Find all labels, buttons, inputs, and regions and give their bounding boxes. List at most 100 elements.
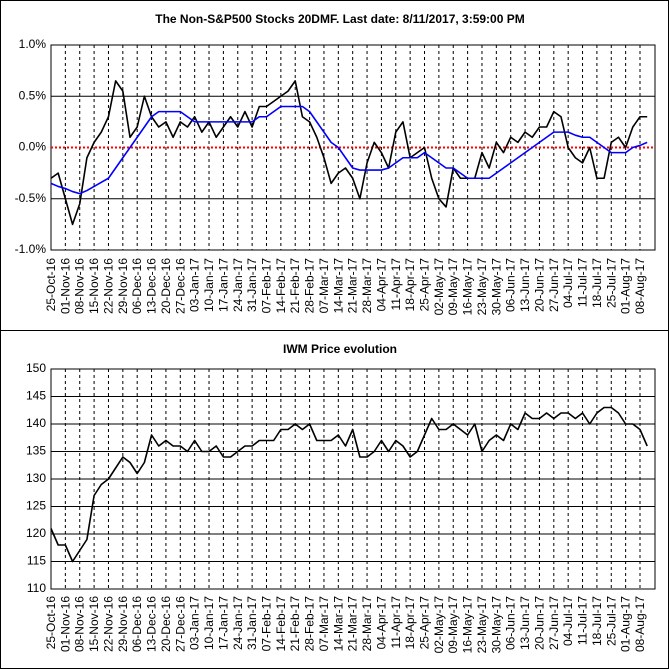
x-tick-label: 14-Feb-17 (274, 258, 288, 314)
y-tick-label: 150 (26, 361, 46, 375)
x-tick-label: 03-Jan-17 (188, 596, 202, 650)
x-tick-label: 02-May-17 (432, 258, 446, 316)
x-tick-label: 20-Jun-17 (532, 596, 546, 650)
x-tick-label: 18-Jul-17 (590, 596, 604, 646)
x-tick-label: 25-Jul-17 (604, 596, 618, 646)
x-tick-label: 23-May-17 (475, 258, 489, 316)
x-tick-label: 25-Apr-17 (418, 596, 432, 650)
x-tick-label: 22-Nov-16 (101, 596, 115, 652)
y-tick-label: 120 (26, 526, 46, 540)
x-tick-label: 01-Nov-16 (58, 258, 72, 314)
x-tick-label: 06-Jun-17 (504, 596, 518, 650)
x-tick-label: 07-Mar-17 (317, 258, 331, 314)
chart-title: The Non-S&P500 Stocks 20DMF. Last date: … (155, 12, 524, 26)
x-tick-label: 14-Mar-17 (331, 596, 345, 652)
y-tick-label: 145 (26, 389, 46, 403)
y-tick-label: 125 (26, 499, 46, 513)
x-tick-label: 08-Nov-16 (73, 258, 87, 314)
x-tick-label: 30-May-17 (489, 596, 503, 654)
x-tick-label: 17-Jan-17 (216, 596, 230, 650)
x-tick-label: 15-Nov-16 (87, 258, 101, 314)
x-tick-label: 08-Aug-17 (633, 596, 647, 652)
x-tick-label: 16-May-17 (461, 258, 475, 316)
x-tick-label: 20-Dec-16 (159, 596, 173, 652)
x-tick-label: 30-May-17 (489, 258, 503, 316)
x-tick-label: 01-Aug-17 (619, 596, 633, 652)
y-tick-label: 1.0% (19, 37, 47, 51)
x-tick-label: 06-Dec-16 (130, 596, 144, 652)
x-tick-label: 16-May-17 (461, 596, 475, 654)
x-tick-label: 06-Jun-17 (504, 258, 518, 312)
x-tick-label: 23-May-17 (475, 596, 489, 654)
x-tick-label: 02-May-17 (432, 596, 446, 654)
x-tick-label: 01-Nov-16 (58, 596, 72, 652)
x-tick-label: 28-Feb-17 (303, 258, 317, 314)
x-tick-label: 27-Jun-17 (547, 258, 561, 312)
x-tick-label: 24-Jan-17 (231, 596, 245, 650)
x-tick-label: 31-Jan-17 (245, 596, 259, 650)
x-tick-label: 04-Apr-17 (374, 258, 388, 312)
x-tick-label: 20-Dec-16 (159, 258, 173, 314)
y-tick-label: 130 (26, 471, 46, 485)
x-tick-label: 13-Jun-17 (518, 596, 532, 650)
x-tick-label: 11-Apr-17 (389, 258, 403, 311)
x-tick-label: 07-Feb-17 (259, 258, 273, 314)
chart-title: IWM Price evolution (283, 342, 397, 356)
x-tick-label: 25-Apr-17 (418, 258, 432, 312)
x-tick-label: 08-Nov-16 (73, 596, 87, 652)
x-tick-label: 27-Dec-16 (173, 596, 187, 652)
x-tick-label: 11-Jul-17 (576, 596, 590, 645)
data-line (50, 105, 648, 195)
x-tick-label: 07-Mar-17 (317, 596, 331, 652)
y-tick-label: 135 (26, 444, 46, 458)
y-tick-label: 110 (27, 581, 46, 595)
x-tick-label: 13-Jun-17 (518, 258, 532, 312)
data-line (50, 80, 648, 226)
x-tick-label: 11-Jul-17 (576, 258, 590, 307)
x-tick-label: 06-Dec-16 (130, 258, 144, 314)
x-tick-label: 07-Feb-17 (259, 596, 273, 652)
data-line (50, 406, 648, 563)
y-tick-label: -1.0% (15, 242, 47, 256)
x-tick-label: 21-Mar-17 (346, 596, 360, 652)
x-tick-label: 09-May-17 (446, 596, 460, 654)
y-tick-label: 115 (27, 554, 46, 568)
x-tick-label: 18-Apr-17 (403, 596, 417, 650)
x-tick-label: 31-Jan-17 (245, 258, 259, 312)
x-tick-label: 27-Jun-17 (547, 596, 561, 650)
x-tick-label: 01-Aug-17 (619, 258, 633, 314)
x-tick-label: 17-Jan-17 (216, 258, 230, 312)
x-tick-label: 14-Mar-17 (331, 258, 345, 314)
x-tick-label: 28-Mar-17 (360, 596, 374, 652)
x-tick-label: 11-Apr-17 (389, 596, 403, 649)
x-tick-label: 25-Oct-16 (44, 258, 58, 312)
x-tick-label: 13-Dec-16 (145, 596, 159, 652)
x-tick-label: 18-Apr-17 (403, 258, 417, 312)
x-tick-label: 04-Jul-17 (561, 596, 575, 646)
x-tick-label: 20-Jun-17 (532, 258, 546, 312)
x-tick-label: 24-Jan-17 (231, 258, 245, 312)
x-tick-label: 14-Feb-17 (274, 596, 288, 652)
x-tick-label: 10-Jan-17 (202, 596, 216, 650)
x-tick-label: 25-Jul-17 (604, 258, 618, 308)
x-tick-label: 21-Feb-17 (288, 258, 302, 314)
x-tick-label: 28-Mar-17 (360, 258, 374, 314)
x-tick-label: 04-Jul-17 (561, 258, 575, 308)
x-tick-label: 27-Dec-16 (173, 258, 187, 314)
x-tick-label: 10-Jan-17 (202, 258, 216, 312)
x-tick-label: 25-Oct-16 (44, 596, 58, 650)
y-tick-label: 0.0% (19, 140, 47, 154)
y-tick-label: 140 (26, 416, 46, 430)
x-tick-label: 28-Feb-17 (303, 596, 317, 652)
x-tick-label: 08-Aug-17 (633, 258, 647, 314)
x-tick-label: 21-Mar-17 (346, 258, 360, 314)
x-tick-label: 04-Apr-17 (374, 596, 388, 650)
x-tick-label: 03-Jan-17 (188, 258, 202, 312)
y-tick-label: 0.5% (19, 88, 47, 102)
x-tick-label: 22-Nov-16 (101, 258, 115, 314)
x-tick-label: 13-Dec-16 (145, 258, 159, 314)
x-tick-label: 29-Nov-16 (116, 596, 130, 652)
x-tick-label: 15-Nov-16 (87, 596, 101, 652)
